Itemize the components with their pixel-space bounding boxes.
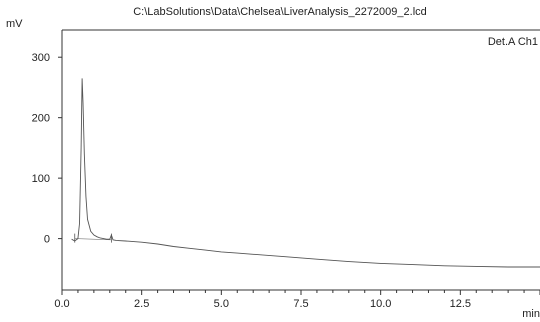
x-tick-label: 10.0 <box>370 298 391 310</box>
y-tick-label: 300 <box>32 52 50 64</box>
chart-title: C:\LabSolutions\Data\Chelsea\LiverAnalys… <box>133 6 427 18</box>
integration-baseline <box>74 238 112 241</box>
x-tick-label: 5.0 <box>214 298 229 310</box>
chart-ticks: 0 100 200 300 0.0 2.5 5.0 7.5 10.0 12.5 <box>32 52 540 310</box>
x-tick-label: 7.5 <box>293 298 308 310</box>
x-tick-label: 2.5 <box>134 298 149 310</box>
x-axis-label: min <box>522 308 540 320</box>
y-tick-label: 200 <box>32 113 50 125</box>
series-line <box>71 78 540 268</box>
y-axis-label: mV <box>6 18 23 30</box>
legend-label: Det.A Ch1 <box>487 36 538 48</box>
chart-axes <box>61 29 540 291</box>
y-tick-label: 100 <box>32 173 50 185</box>
y-tick-label: 0 <box>44 234 50 246</box>
x-tick-label: 0.0 <box>54 298 69 310</box>
x-tick-label: 12.5 <box>450 298 471 310</box>
chart-series <box>71 78 540 268</box>
